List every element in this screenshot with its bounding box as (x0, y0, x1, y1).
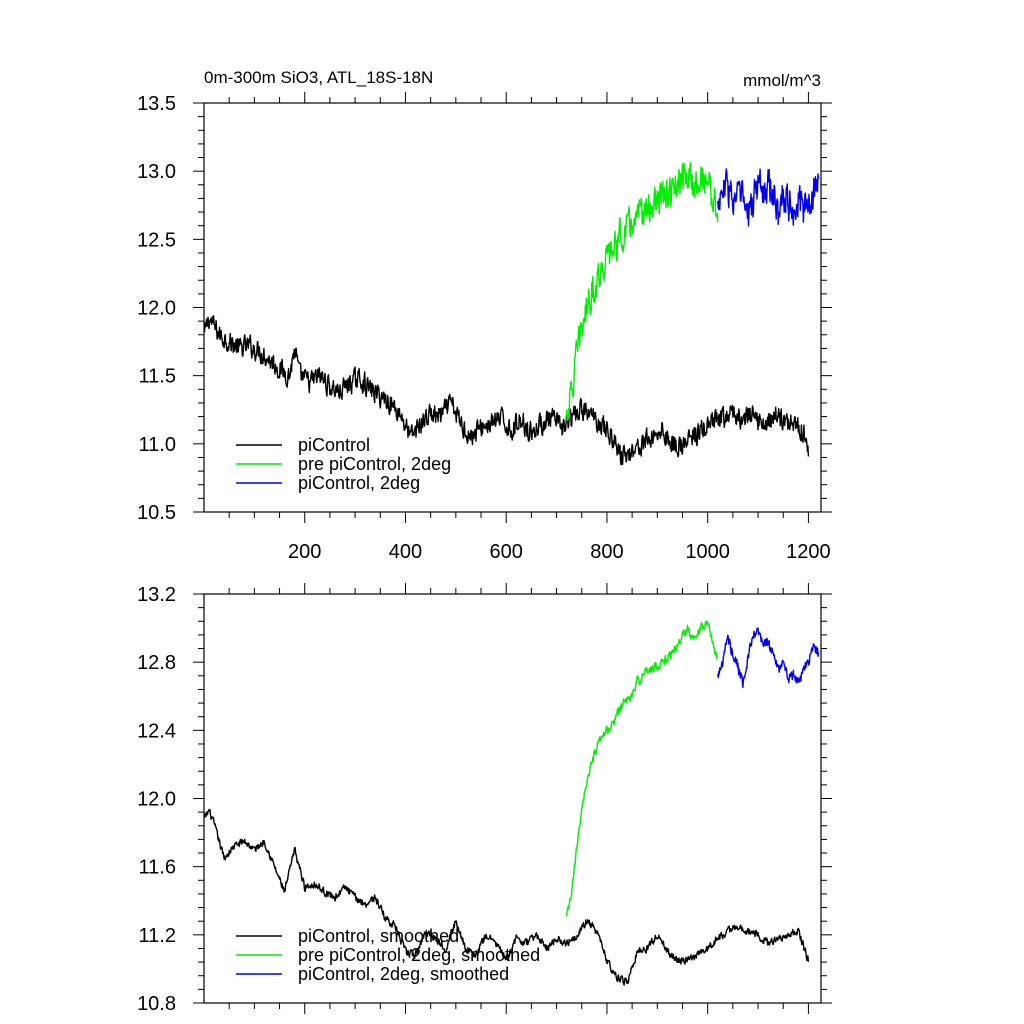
x-tick-label: 1000 (685, 541, 730, 563)
y-tick-label: 11.0 (139, 434, 176, 456)
bottom-panel: 10.8 11.2 11.6 12.0 12.4 12.8 13.2 piControl, s… (137, 583, 832, 1015)
y-tick-label: 12.4 (137, 720, 176, 742)
chart-title: 0m-300m SiO3, ATL_18S-18N (204, 68, 433, 87)
y-tick-label: 13.5 (137, 93, 176, 115)
y-tick-label: 10.5 (137, 502, 176, 524)
y-tick-label: 12.0 (137, 298, 176, 320)
legend-label: piControl (298, 435, 370, 455)
legend-label: pre piControl, 2deg, smoothed (298, 945, 540, 965)
y-tick-label: 12.8 (137, 652, 176, 674)
series-line-1 (204, 315, 810, 466)
y-tick-label: 11.6 (139, 857, 176, 879)
legend-label: pre piControl, 2deg (298, 454, 451, 474)
top-panel: 200 400 600 800 1000 1200 10.5 11.0 11.5 12.0 12.5… (137, 92, 832, 563)
series-line-2 (565, 620, 718, 917)
legend-label: piControl, 2deg, smoothed (298, 964, 509, 984)
y-tick-label: 11.2 (139, 925, 176, 947)
y-tick-label: 13.0 (137, 161, 176, 183)
series-line-3 (717, 168, 820, 227)
x-tick-label: 200 (288, 541, 321, 563)
x-tick-label: 400 (389, 541, 422, 563)
x-tick-label: 600 (490, 541, 523, 563)
plot-frame (203, 593, 822, 1004)
y-tick-label: 10.8 (137, 993, 176, 1015)
y-tick-label: 12.5 (137, 229, 176, 251)
series-line-3 (717, 627, 820, 688)
series-line-1 (204, 808, 810, 986)
units-label: mmol/m^3 (743, 71, 821, 90)
legend-label: piControl, 2deg (298, 473, 420, 493)
series-line-2 (565, 162, 719, 422)
y-tick-label: 12.0 (137, 789, 176, 811)
y-tick-label: 11.5 (139, 366, 176, 388)
y-tick-label: 13.2 (137, 584, 176, 606)
legend-label: piControl, smoothed (298, 926, 459, 946)
x-tick-label: 800 (590, 541, 623, 563)
plot-frame (203, 102, 822, 513)
x-tick-label: 1200 (786, 541, 831, 563)
